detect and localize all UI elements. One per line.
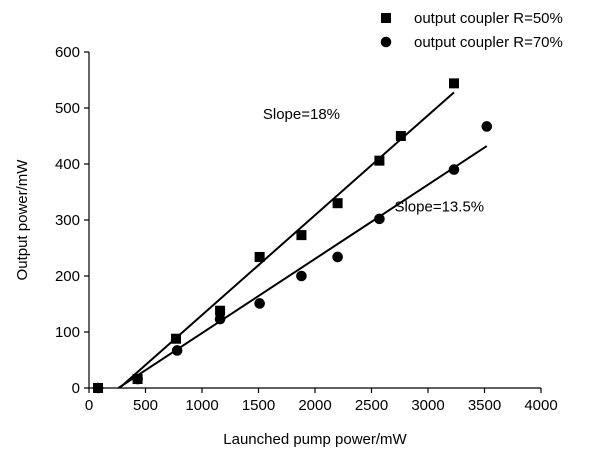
legend: output coupler R=50% output coupler R=70% — [380, 10, 563, 51]
x-tick-label: 1000 — [185, 397, 218, 414]
data-point — [448, 78, 459, 89]
data-point — [374, 155, 385, 166]
data-point — [254, 298, 265, 309]
x-tick-label: 1500 — [242, 397, 275, 414]
y-tick-label: 500 — [55, 100, 80, 117]
y-tick-label: 200 — [55, 268, 80, 285]
x-tick-label: 3000 — [411, 397, 444, 414]
y-tick-label: 100 — [55, 324, 80, 341]
y-tick-label: 400 — [55, 156, 80, 173]
x-tick-label: 0 — [85, 397, 93, 414]
x-tick-label: 4000 — [524, 397, 557, 414]
data-point — [481, 121, 493, 132]
x-axis-label: Launched pump power/mW — [223, 431, 407, 448]
ticks: 0 500 1000 1500 2000 2500 3000 3500 4000 0 100 200 3… — [55, 44, 558, 414]
slope-annotation: Slope=13.5% — [394, 199, 484, 216]
legend-label: output coupler R=50% — [414, 10, 563, 27]
series-1 — [93, 78, 459, 393]
y-tick-label: 300 — [55, 212, 80, 229]
data-point — [332, 251, 343, 263]
x-tick-label: 2000 — [298, 397, 331, 414]
data-point — [132, 373, 143, 385]
plot-marks: Slope=18% Slope=13.5% — [92, 78, 493, 394]
data-point — [296, 230, 307, 241]
data-point — [448, 164, 460, 175]
data-point — [296, 270, 307, 282]
slope-annotation: Slope=18% — [263, 106, 340, 123]
series-2 — [92, 121, 493, 394]
x-tick-label: 2500 — [355, 397, 388, 414]
x-tick-label: 3500 — [468, 397, 501, 414]
data-point — [332, 198, 343, 209]
legend-marker — [381, 13, 391, 23]
y-axis-label: Output power/mW — [14, 159, 31, 281]
axes — [88, 52, 541, 389]
data-point — [171, 333, 182, 344]
y-tick-label: 600 — [55, 44, 80, 61]
y-tick-label: 0 — [72, 380, 80, 397]
data-point — [215, 305, 226, 316]
data-point — [254, 251, 265, 262]
data-point — [171, 345, 183, 356]
data-point — [395, 131, 406, 141]
data-point — [214, 313, 226, 325]
legend-label: output coupler R=70% — [414, 34, 563, 51]
x-tick-label: 500 — [133, 397, 158, 414]
data-point — [374, 213, 385, 225]
legend-marker — [380, 36, 392, 48]
